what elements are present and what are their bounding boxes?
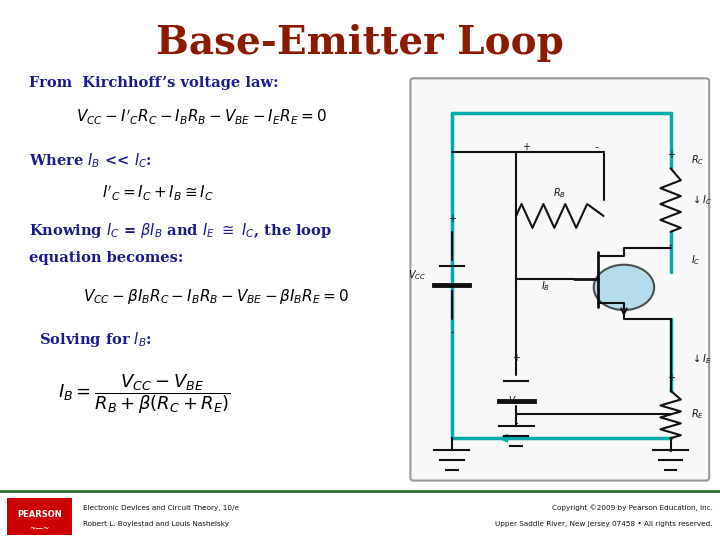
Text: equation becomes:: equation becomes: — [29, 251, 183, 265]
Text: Solving for $I_B$:: Solving for $I_B$: — [29, 330, 152, 349]
Text: PEARSON: PEARSON — [17, 510, 62, 518]
FancyBboxPatch shape — [410, 78, 709, 481]
Text: +: + — [667, 373, 675, 383]
Text: -: - — [514, 418, 518, 428]
Text: +: + — [512, 353, 520, 363]
Text: Copyright ©2009 by Pearson Education, Inc.: Copyright ©2009 by Pearson Education, In… — [552, 504, 713, 511]
Text: $V_{CC} - I'_CR_C - I_BR_B - V_{BE} - I_ER_E = 0$: $V_{CC} - I'_CR_C - I_BR_B - V_{BE} - I_… — [76, 108, 327, 127]
Text: Electronic Devices and Circuit Theory, 10/e: Electronic Devices and Circuit Theory, 1… — [83, 504, 239, 511]
Text: Base-Emitter Loop: Base-Emitter Loop — [156, 24, 564, 62]
Text: $R_B$: $R_B$ — [553, 186, 567, 200]
Text: ~—~: ~—~ — [30, 524, 50, 532]
Text: $I_B$: $I_B$ — [541, 280, 550, 293]
Text: -: - — [594, 143, 598, 152]
Text: $I_B = \dfrac{V_{CC} - V_{BE}}{R_B + \beta(R_C + R_E)}$: $I_B = \dfrac{V_{CC} - V_{BE}}{R_B + \be… — [58, 373, 230, 416]
Text: $R_E$: $R_E$ — [691, 408, 704, 421]
Text: $V_{BE}$: $V_{BE}$ — [508, 395, 524, 407]
Text: +: + — [448, 214, 456, 224]
Text: +: + — [522, 143, 530, 152]
Text: $V_{CC} - \beta I_BR_C - I_BR_B - V_{BE} - \beta I_BR_E = 0$: $V_{CC} - \beta I_BR_C - I_BR_B - V_{BE}… — [83, 287, 349, 306]
Text: Where $I_B$ << $I_C$:: Where $I_B$ << $I_C$: — [29, 151, 152, 170]
Text: -: - — [450, 327, 454, 337]
Text: $I_C$: $I_C$ — [691, 253, 701, 267]
Text: -: - — [669, 240, 672, 250]
Text: $\downarrow I_C$: $\downarrow I_C$ — [691, 193, 713, 207]
Text: $\downarrow I_E$: $\downarrow I_E$ — [691, 352, 712, 366]
Text: +: + — [667, 150, 675, 160]
Text: $V_{CC}$: $V_{CC}$ — [408, 268, 426, 282]
Bar — [7, 498, 72, 535]
Text: From  Kirchhoff’s voltage law:: From Kirchhoff’s voltage law: — [29, 76, 279, 90]
Text: $I'_C = I_C + I_B \cong I_C$: $I'_C = I_C + I_B \cong I_C$ — [102, 184, 215, 203]
Text: Knowing $I_C$ = $\beta I_B$ and $I_E$ $\cong$ $I_C$, the loop: Knowing $I_C$ = $\beta I_B$ and $I_E$ $\… — [29, 221, 332, 240]
Text: Robert L. Boylestad and Louis Nashelsky: Robert L. Boylestad and Louis Nashelsky — [83, 521, 229, 527]
Circle shape — [594, 265, 654, 310]
Text: Upper Saddle River, New Jersey 07458 • All rights reserved.: Upper Saddle River, New Jersey 07458 • A… — [495, 521, 713, 527]
Text: -: - — [669, 446, 672, 456]
Text: $R_C$: $R_C$ — [691, 153, 704, 167]
